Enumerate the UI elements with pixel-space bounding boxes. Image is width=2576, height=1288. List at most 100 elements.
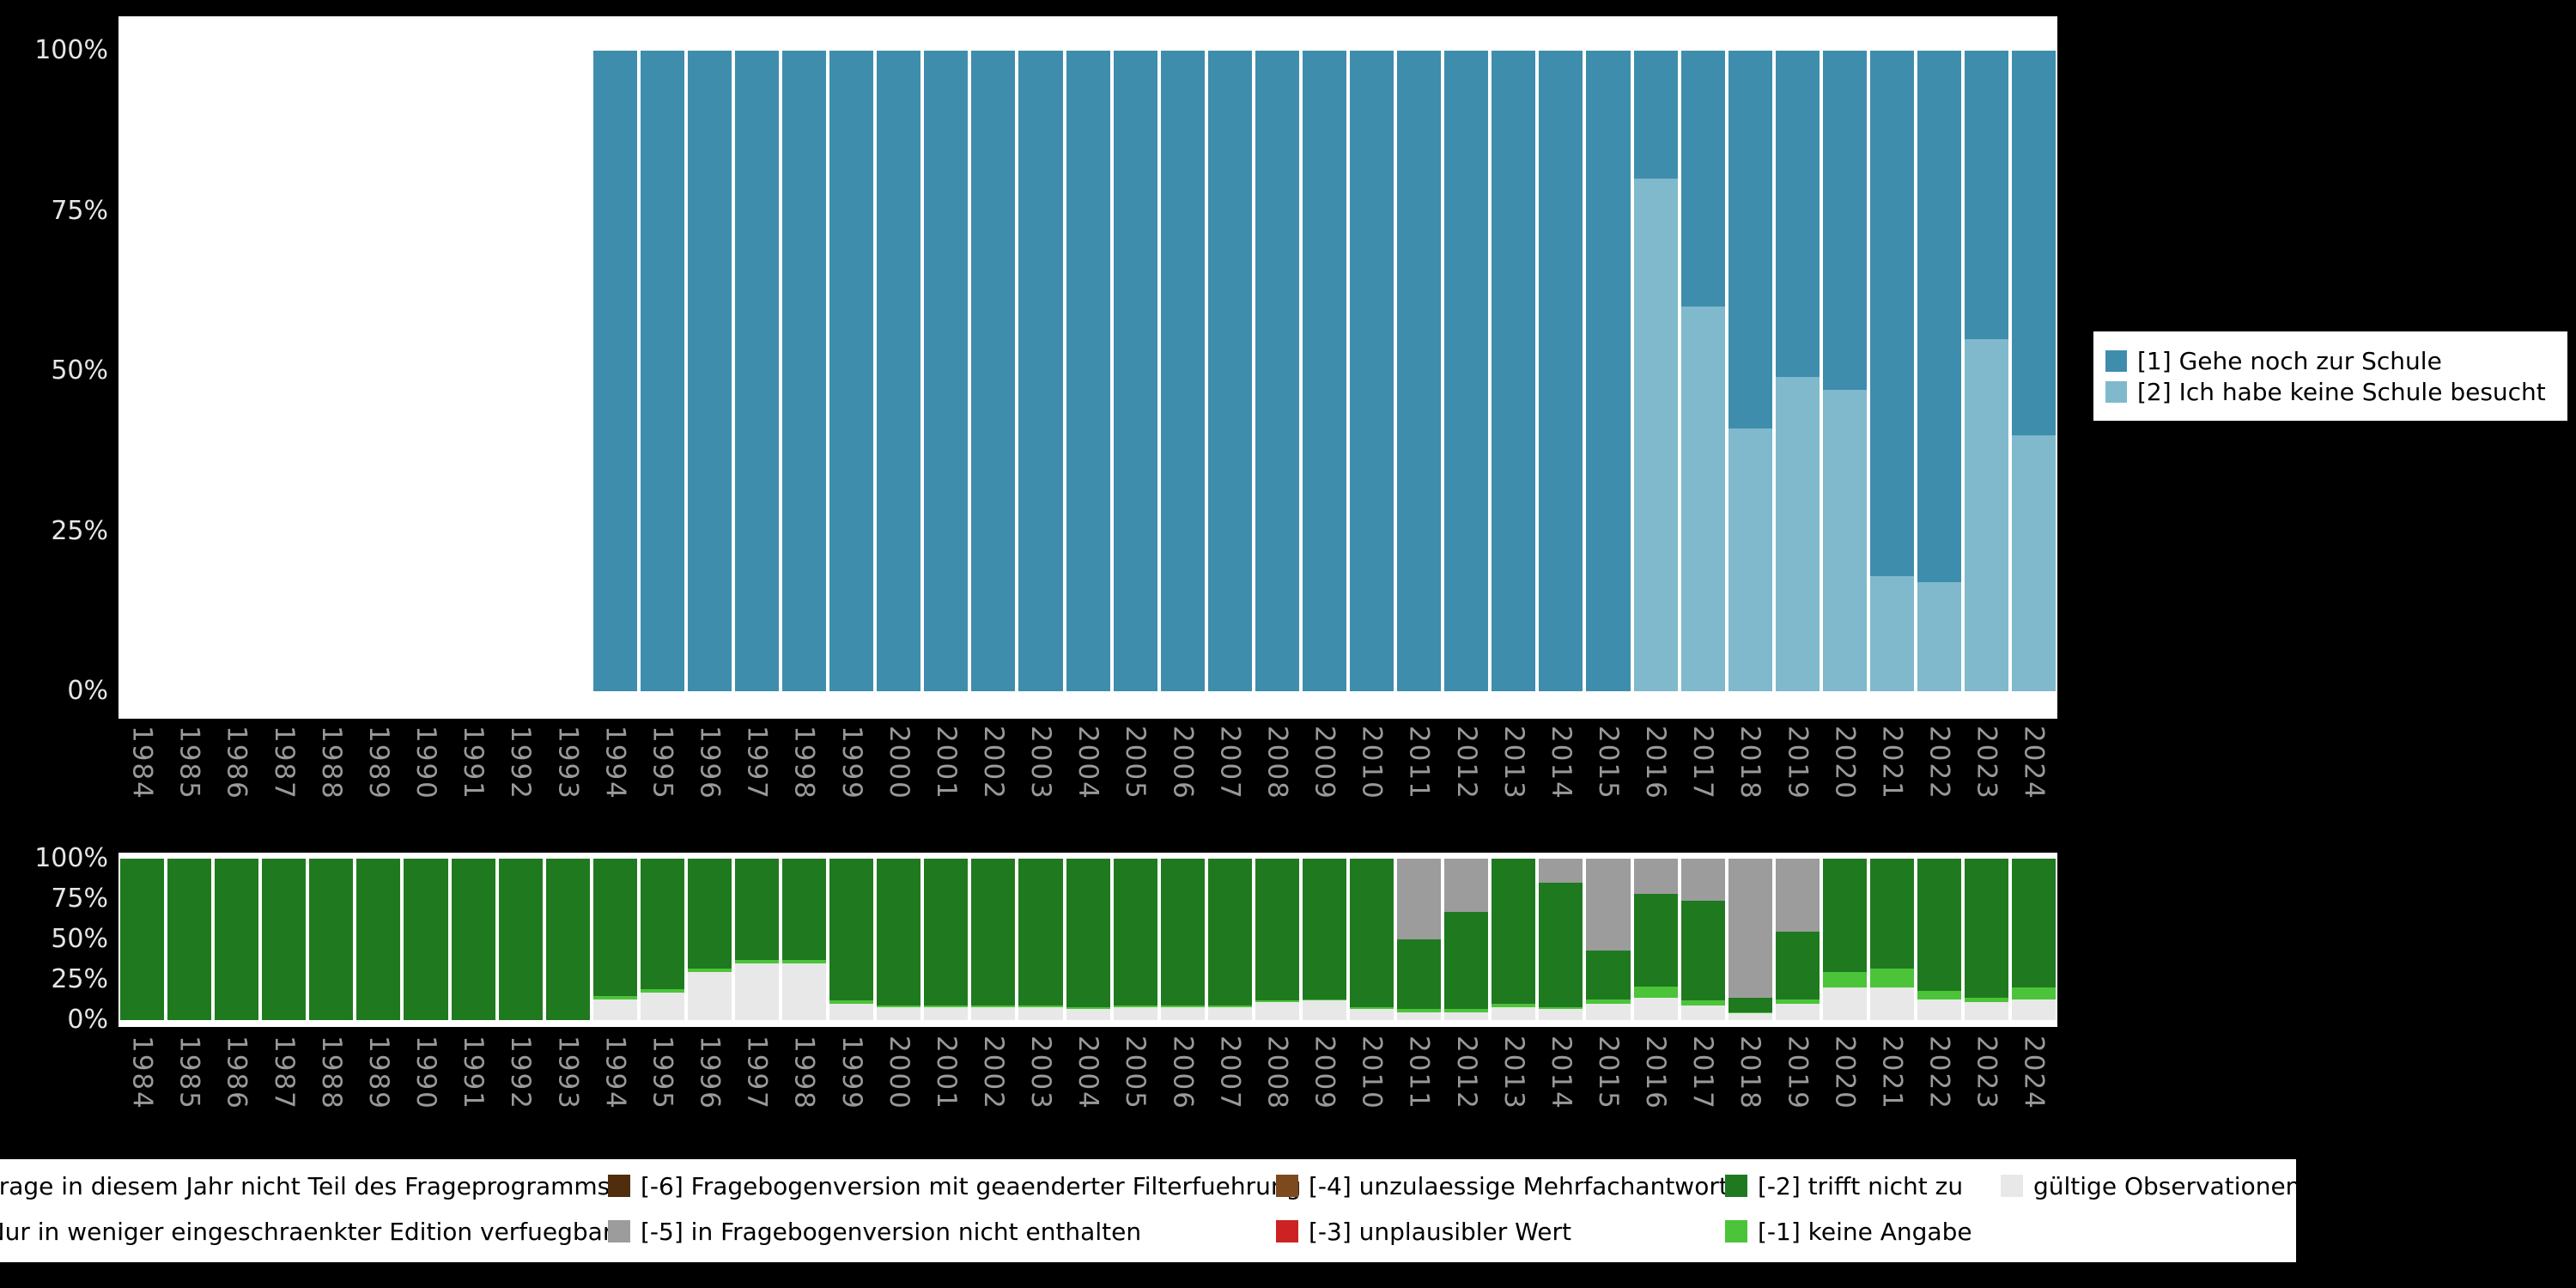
bar-segment [1633,986,1678,998]
x-axis-year-label: 1989 [362,1036,394,1110]
bar-segment [1113,859,1157,1006]
bar-segment [782,859,827,961]
bar-segment [1539,859,1583,884]
x-axis-year-label: 2009 [1309,726,1340,800]
bar-segment [1775,859,1820,932]
x-axis-year-label: 2011 [1403,726,1435,800]
bar-segment [592,859,637,996]
bar-2000 [875,859,922,1020]
top-chart-plot-area [118,16,2057,719]
bar-segment [1444,1008,1489,1012]
bar-1988 [307,859,355,1020]
bar-2010 [1348,859,1395,1020]
bar-segment [1728,51,1772,429]
bar-segment [545,859,590,1020]
x-axis-year-label: 2013 [1498,1036,1529,1110]
missing-legend-item-label: [-2] trifft nicht zu [1758,1171,1964,1200]
x-axis-year-label: 2017 [1687,1036,1719,1110]
bar-2023 [1963,51,2010,691]
missing-legend-item: [-3] unplausibler Wert [1276,1217,1571,1246]
bar-segment [1869,987,1914,1020]
missing-legend-item: gültige Observationen [2001,1171,2300,1200]
bar-1989 [355,859,402,1020]
bar-segment [1680,900,1725,1001]
bar-segment [1444,859,1489,913]
bar-segment [640,51,684,691]
x-axis-year-label: 1988 [315,1036,347,1110]
bar-segment [1113,1006,1157,1020]
bar-segment [1917,859,1962,992]
bar-segment [1018,1006,1063,1020]
bar-segment [1917,991,1962,999]
bar-segment [1444,912,1489,1009]
bar-2011 [1395,51,1443,691]
top-chart-bars [118,51,2057,691]
bar-segment [924,1006,969,1020]
x-axis-year-label: 1987 [268,1036,300,1110]
x-axis-year-label: 1995 [647,726,678,800]
x-axis-year-label: 2001 [930,1036,962,1110]
bar-1999 [828,51,875,691]
x-axis-year-label: 2008 [1261,726,1293,800]
bar-segment [1302,999,1347,1001]
valid-swatch-icon [2001,1175,2023,1197]
bar-segment [309,859,354,1020]
bar-segment [1775,1004,1820,1020]
x-axis-year-label: 1998 [788,1036,820,1110]
bar-1987 [260,51,307,691]
bar-segment [829,1000,874,1005]
x-axis-year-label: 2000 [883,726,914,800]
cat1-swatch-icon [2105,349,2127,372]
x-axis-year-label: 2008 [1261,1036,1293,1110]
bar-segment [1728,1012,1772,1014]
bar-2007 [1206,859,1254,1020]
x-axis-year-label: 2004 [1072,1036,1104,1110]
x-axis-year-label: 2018 [1735,726,1766,800]
bar-2019 [1774,51,1821,691]
bar-1985 [166,859,213,1020]
bar-2024 [2010,51,2057,691]
bar-segment [782,963,827,1020]
minus2-swatch-icon [1725,1175,1747,1197]
bar-segment [1822,971,1867,988]
x-axis-year-label: 2020 [1829,726,1861,800]
missings-chart-bars [118,859,2057,1020]
missing-legend-item-label: [-8] Frage in diesem Jahr nicht Teil des… [0,1171,611,1200]
bar-1987 [260,859,307,1020]
bar-segment [1207,1006,1252,1020]
bar-segment [451,859,495,1020]
bar-segment [1113,1005,1157,1007]
bar-1994 [592,859,639,1020]
bar-segment [592,999,637,1020]
legend-item-label: [1] Gehe noch zur Schule [2137,346,2442,375]
bar-segment [1444,1012,1489,1020]
bar-1986 [213,51,260,691]
bar-1998 [781,51,828,691]
x-axis-year-label: 1984 [126,1036,158,1110]
bar-1999 [828,859,875,1020]
x-axis-year-label: 1992 [505,1036,537,1110]
bar-1985 [166,51,213,691]
x-axis-year-label: 1993 [552,1036,584,1110]
bar-segment [1255,51,1299,691]
bar-segment [877,859,921,1006]
bar-2017 [1680,51,1727,691]
y-axis-tick-label: 100% [34,35,108,65]
bar-segment [1822,390,1867,691]
bar-segment [1965,859,2009,998]
bar-2022 [1916,859,1963,1020]
bar-segment [1633,997,1678,1020]
bar-2015 [1584,859,1631,1020]
missing-legend-item-label: [-3] unplausibler Wert [1309,1217,1571,1246]
x-axis-year-label: 1997 [741,1036,773,1110]
bar-segment [971,859,1016,1006]
legend-item: [1] Gehe noch zur Schule [2105,345,2567,376]
bar-2002 [969,51,1017,691]
bar-2011 [1395,859,1443,1020]
bar-segment [1207,859,1252,1006]
x-axis-year-label: 1985 [173,726,205,800]
bar-segment [924,1005,969,1007]
missing-legend-item: [-5] in Fragebogenversion nicht enthalte… [608,1217,1141,1246]
bar-segment [1397,1008,1442,1012]
bar-segment [829,1004,874,1020]
